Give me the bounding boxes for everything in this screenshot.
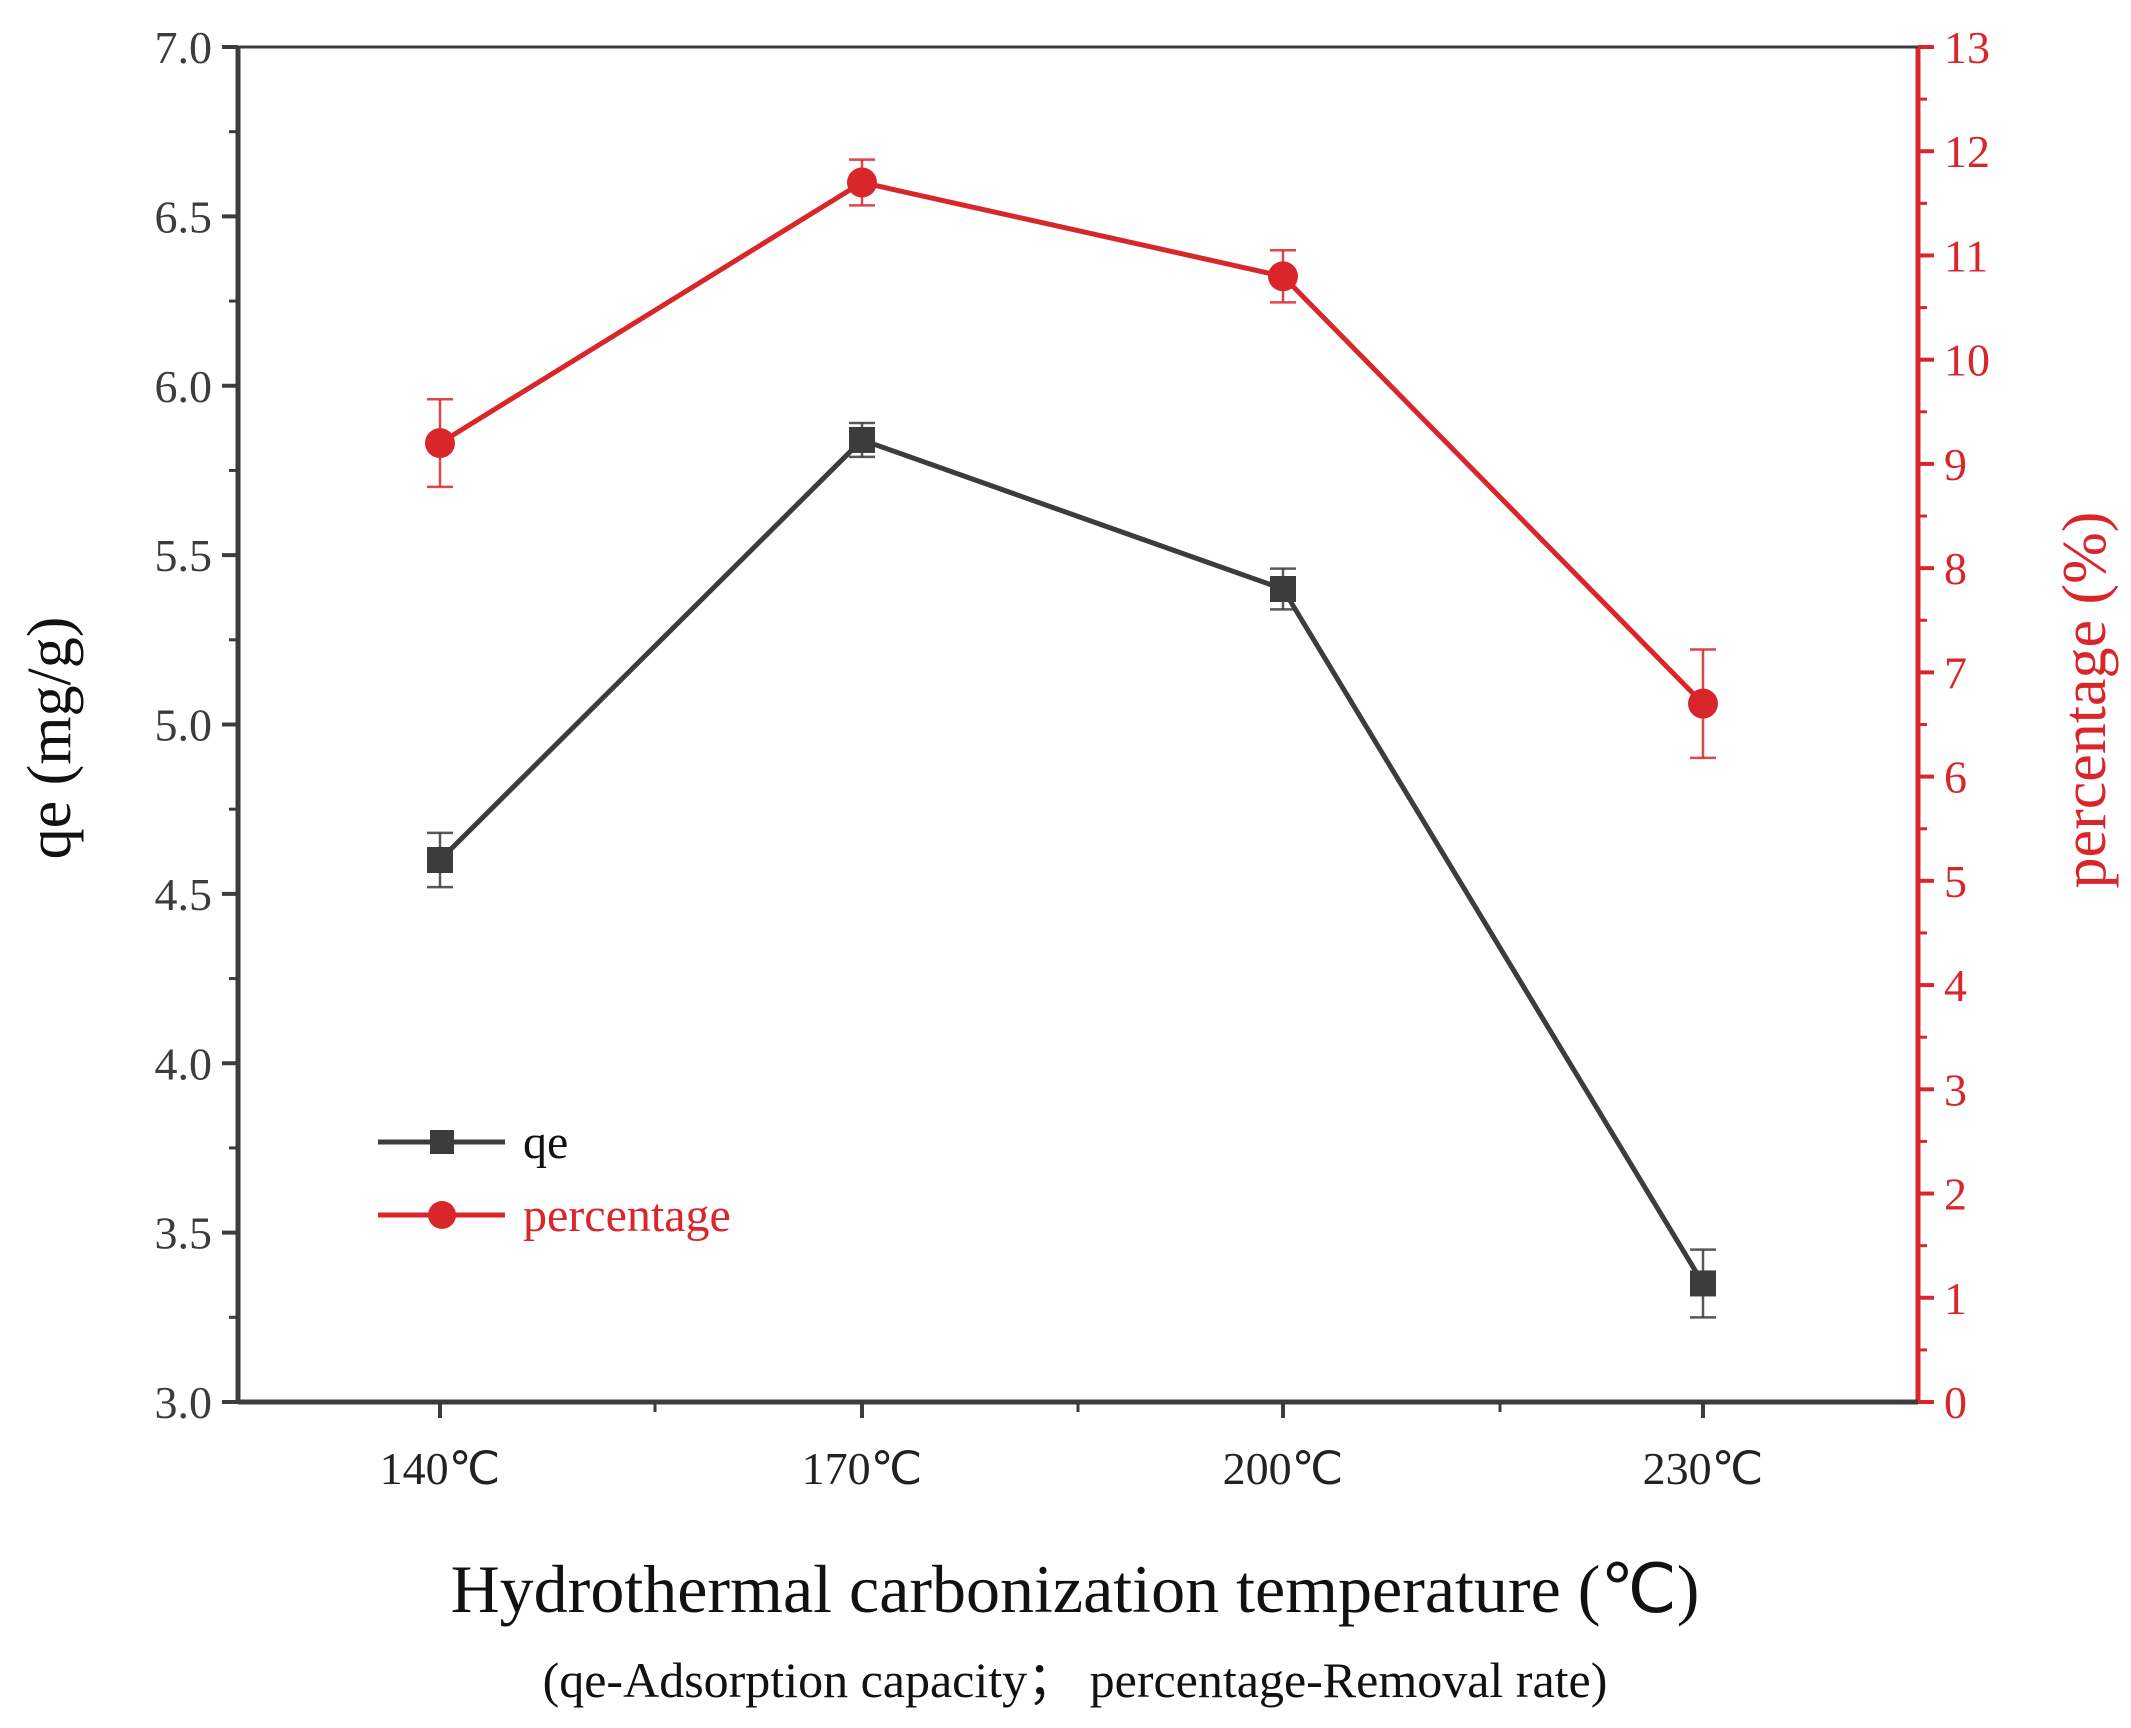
right-tick-label: 1 [1944, 1273, 1967, 1324]
legend-qe-label: qe [523, 1116, 568, 1169]
right-tick-label: 3 [1944, 1064, 1967, 1115]
right-tick-label: 7 [1944, 647, 1967, 698]
x-axis-title: Hydrothermal carbonization temperature (… [451, 1551, 1700, 1627]
right-tick-label: 6 [1944, 752, 1967, 803]
qe-data-point [1690, 1270, 1716, 1297]
percentage-data-point [425, 428, 455, 459]
left-tick-label: 7.0 [155, 22, 213, 73]
legend-percentage-marker [428, 1201, 456, 1229]
qe-data-point [427, 847, 453, 873]
left-tick-label: 5.5 [155, 530, 213, 581]
percentage-data-point [847, 167, 877, 198]
legend-percentage-label: percentage [523, 1189, 731, 1242]
right-tick-label: 2 [1944, 1169, 1967, 1220]
x-tick-label: 140℃ [380, 1443, 501, 1494]
right-tick-label: 9 [1944, 439, 1967, 490]
right-tick-label: 5 [1944, 856, 1967, 907]
left-tick-label: 5.0 [155, 700, 213, 751]
left-tick-label: 4.5 [155, 869, 213, 920]
x-axis-ticks: 140℃ 170℃ 200℃ 230℃ [380, 1402, 1764, 1494]
chart-subtitle: (qe-Adsorption capacity； percentage-Remo… [543, 1652, 1608, 1708]
left-tick-label: 6.5 [155, 191, 213, 242]
left-tick-label: 3.5 [155, 1208, 213, 1259]
left-tick-label: 3.0 [155, 1377, 213, 1428]
qe-data-point [1270, 576, 1296, 602]
right-axis-title: percentage (%) [2051, 512, 2119, 889]
series-layer [425, 158, 1718, 1319]
left-axis-title: qe (mg/g) [16, 617, 84, 860]
right-tick-label: 0 [1944, 1377, 1967, 1428]
right-tick-label: 10 [1944, 335, 1990, 386]
right-tick-label: 8 [1944, 543, 1967, 594]
right-tick-label: 4 [1944, 960, 1967, 1011]
percentage-data-point [1268, 261, 1298, 292]
qe-data-point [849, 426, 875, 453]
qe-series-line [438, 437, 1706, 1285]
percentage-data-point [1688, 688, 1718, 719]
x-tick-label: 230℃ [1643, 1443, 1764, 1494]
right-tick-label: 13 [1944, 22, 1990, 73]
x-tick-label: 200℃ [1223, 1443, 1344, 1494]
x-tick-label: 170℃ [802, 1443, 923, 1494]
legend: qe percentage [378, 1116, 731, 1242]
left-tick-label: 6.0 [155, 361, 213, 412]
percentage-series-line [438, 180, 1705, 706]
right-tick-label: 12 [1944, 126, 1990, 177]
legend-qe-marker [430, 1130, 454, 1154]
left-axis-ticks: 3.0 3.5 4.0 4.5 5.0 5.5 6.0 6.5 7.0 [155, 22, 238, 1428]
axes [235, 45, 1921, 1405]
left-tick-label: 4.0 [155, 1038, 213, 1089]
right-tick-label: 11 [1944, 230, 1988, 281]
